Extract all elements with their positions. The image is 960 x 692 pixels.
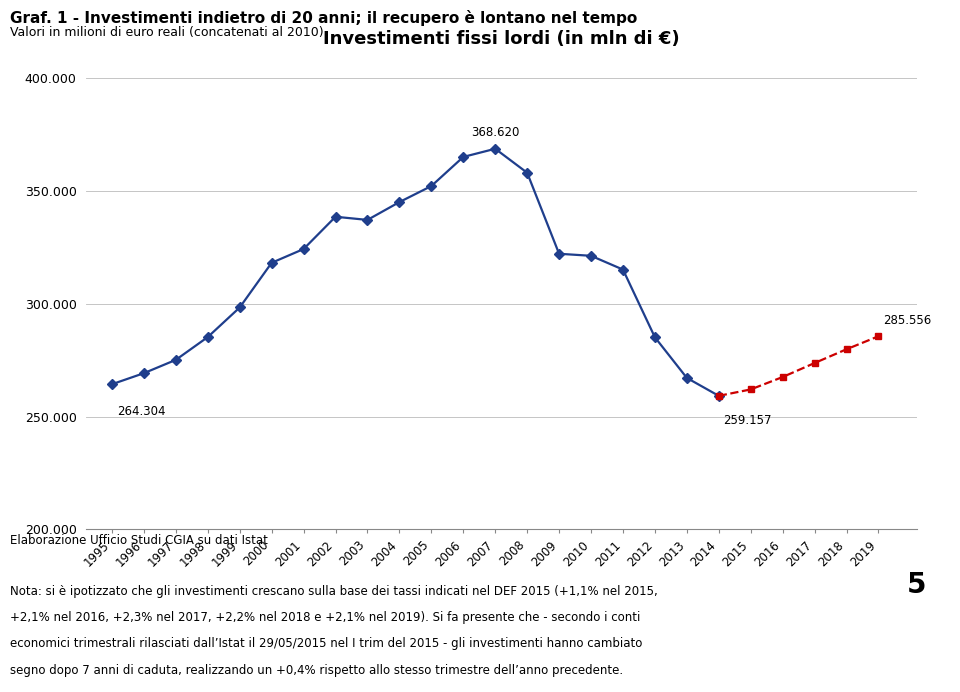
Text: 5: 5 <box>907 571 926 599</box>
Text: Elaborazione Ufficio Studi CGIA su dati Istat: Elaborazione Ufficio Studi CGIA su dati … <box>10 534 268 547</box>
Text: 368.620: 368.620 <box>471 126 519 138</box>
Text: segno dopo 7 anni di caduta, realizzando un +0,4% rispetto allo stesso trimestre: segno dopo 7 anni di caduta, realizzando… <box>10 664 623 677</box>
Text: Nota: si è ipotizzato che gli investimenti crescano sulla base dei tassi indicat: Nota: si è ipotizzato che gli investimen… <box>10 585 658 598</box>
Text: Graf. 1 - Investimenti indietro di 20 anni; il recupero è lontano nel tempo: Graf. 1 - Investimenti indietro di 20 an… <box>10 10 636 26</box>
Text: Valori in milioni di euro reali (concatenati al 2010): Valori in milioni di euro reali (concate… <box>10 26 324 39</box>
Text: 264.304: 264.304 <box>117 405 165 417</box>
Text: economici trimestrali rilasciati dall’Istat il 29/05/2015 nel I trim del 2015 - : economici trimestrali rilasciati dall’Is… <box>10 637 642 650</box>
Text: 285.556: 285.556 <box>883 314 931 327</box>
Text: +2,1% nel 2016, +2,3% nel 2017, +2,2% nel 2018 e +2,1% nel 2019). Si fa presente: +2,1% nel 2016, +2,3% nel 2017, +2,2% ne… <box>10 611 640 624</box>
Title: Investimenti fissi lordi (in mln di €): Investimenti fissi lordi (in mln di €) <box>324 30 680 48</box>
Text: 259.157: 259.157 <box>724 414 772 427</box>
